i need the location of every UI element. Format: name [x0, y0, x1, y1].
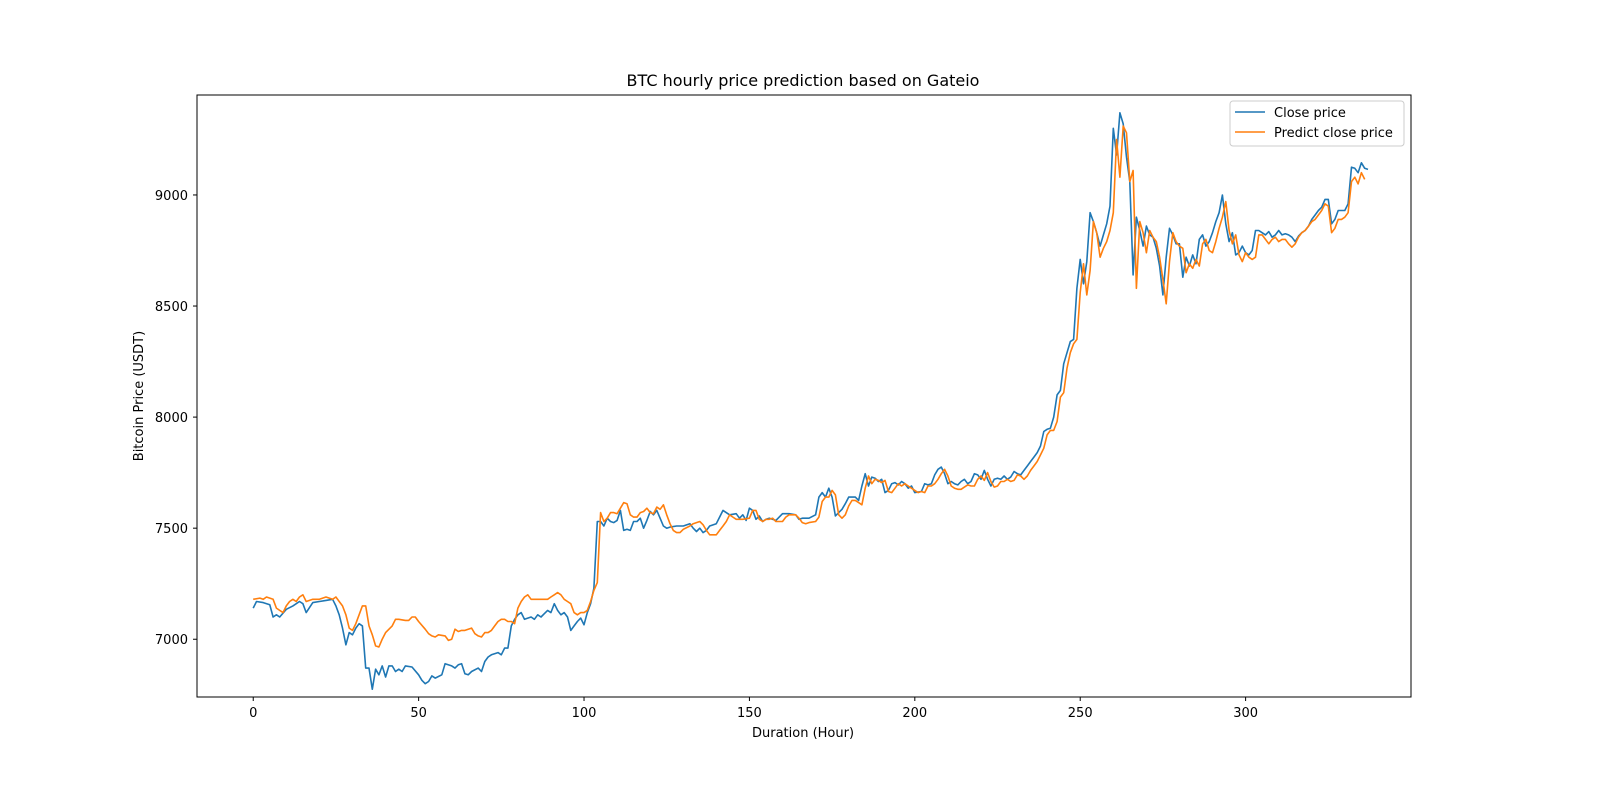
x-axis-label: Duration (Hour) — [752, 726, 854, 741]
legend: Close price Predict close price — [1229, 100, 1405, 147]
series-line-predict-close-price — [253, 125, 1366, 648]
legend-label-predict-close-price: Predict close price — [1274, 126, 1393, 141]
y-tick-label: 7000 — [155, 633, 188, 648]
x-tick-label: 250 — [1068, 706, 1093, 721]
y-tick-label: 9000 — [155, 189, 188, 204]
x-tick-label: 150 — [737, 706, 762, 721]
y-tick-label: 8000 — [155, 411, 188, 426]
series-line-close-price — [252, 112, 1369, 691]
y-axis: 7000 7500 8000 8500 9000 — [155, 189, 197, 648]
x-tick-label: 200 — [902, 706, 927, 721]
plot-area — [252, 112, 1369, 691]
y-axis-label: Bitcoin Price (USDT) — [132, 331, 147, 461]
y-tick-label: 7500 — [155, 522, 188, 537]
x-tick-label: 300 — [1233, 706, 1258, 721]
legend-label-close-price: Close price — [1274, 106, 1346, 121]
axes-frame — [196, 94, 1412, 698]
y-tick-label: 8500 — [155, 300, 188, 315]
x-tick-label: 50 — [410, 706, 427, 721]
x-tick-label: 0 — [249, 706, 257, 721]
x-axis: 0 50 100 150 200 250 300 — [249, 697, 1258, 721]
chart-title: BTC hourly price prediction based on Gat… — [627, 71, 980, 90]
legend-box — [1229, 100, 1405, 147]
x-tick-label: 100 — [572, 706, 597, 721]
